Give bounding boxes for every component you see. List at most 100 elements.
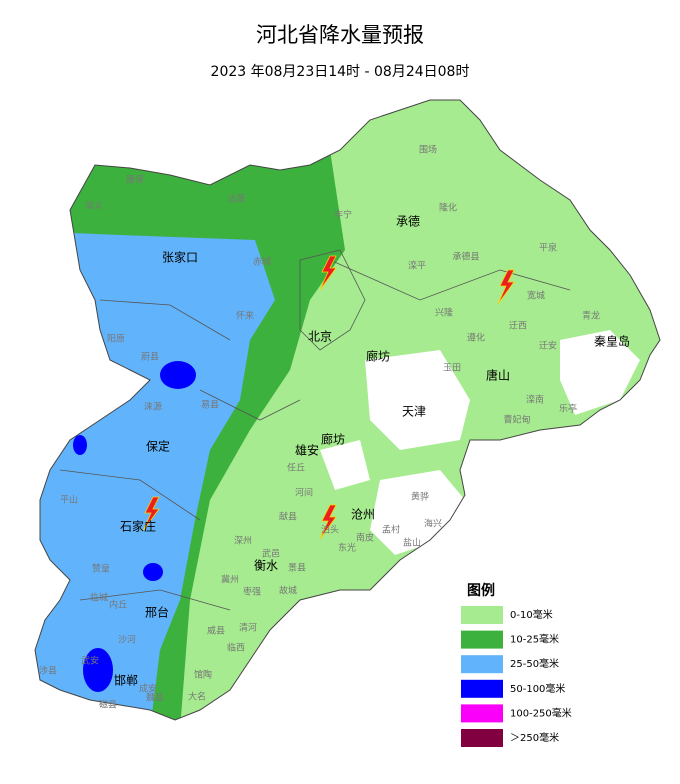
county-label: 东光 [338,542,356,554]
county-label: 冀州 [221,574,239,586]
county-label: 滦平 [408,260,426,272]
county-label: 涞源 [144,402,162,413]
county-label: 故城 [279,585,297,597]
county-label: 承德县 [452,251,479,263]
zone-dark-blue [73,435,87,455]
county-label: 枣强 [243,587,261,598]
county-label: 赤城 [253,257,271,268]
city-label: 廊坊 [321,432,345,447]
county-label: 蔚县 [141,351,159,363]
legend: 图例 0-10毫米 10-25毫米 25-50毫米 50-100毫米 100-250毫米… [461,582,572,747]
legend-label: 10-25毫米 [510,633,559,646]
zone-dark-blue [143,563,163,581]
county-label: 丰宁 [334,209,352,221]
county-label: 乐亭 [559,403,577,415]
no-rain-area [320,330,640,555]
county-label: 任丘 [287,462,305,474]
county-label: 平山 [60,495,78,506]
city-label: 保定 [146,439,170,454]
county-label: 迁安 [539,340,557,352]
city-label: 雄安 [295,443,319,458]
lightning [497,269,515,305]
city-label: 秦皇岛 [594,334,630,349]
county-label: 康保 [126,174,144,186]
legend-label: 25-50毫米 [510,657,559,670]
county-label: 魏县 [146,692,164,704]
county-label: 兴隆 [435,307,453,319]
county-label: 赞皇 [92,563,110,575]
county-label: 南皮 [356,532,374,544]
county-label: 河间 [295,487,313,499]
county-label: 馆陶 [194,669,212,681]
legend-title: 图例 [467,582,495,599]
county-label: 沙河 [118,634,136,646]
legend-swatch [461,655,503,674]
county-label: 黄骅 [411,491,429,503]
county-label: 怀来 [236,310,254,322]
city-label: 承德 [396,214,420,229]
city-label: 衡水 [254,559,278,573]
county-label: 尚义 [85,200,103,212]
city-label: 邢台 [145,605,169,620]
lightning-icons [142,255,515,540]
county-label: 深州 [234,536,252,547]
county-label: 献县 [279,511,297,523]
county-label: 临城 [90,592,108,604]
city-label: 张家口 [162,250,198,265]
county-label: 青龙 [582,310,600,322]
county-label: 盐山 [403,537,421,549]
county-label: 围场 [419,145,437,156]
boundary-lines [59,249,571,611]
city-label: 沧州 [351,507,375,522]
county-label: 临西 [227,642,245,654]
county-label: 内丘 [109,599,127,611]
title: 河北省降水量预报 [256,23,424,47]
zone-dark-blue [83,648,113,692]
subtitle: 2023 年08月23日14时 - 08月24日08时 [211,64,470,80]
county-label: 清河 [239,622,257,634]
city-label: 唐山 [486,368,510,383]
county-label: 磁县 [99,699,117,711]
county-label: 迁西 [509,321,527,332]
lightning [319,504,337,540]
lightning [142,496,160,532]
city-label: 廊坊 [366,349,390,364]
legend-swatch [461,630,503,649]
legend-swatch [461,729,503,747]
county-label: 威县 [207,625,225,637]
county-label: 涉县 [39,665,57,677]
legend-swatch [461,704,503,723]
county-label: 武安 [81,655,99,667]
city-label: 北京 [308,330,332,344]
county-label: 平泉 [539,242,557,254]
legend-swatch [461,606,503,624]
legend-label: ＞250毫米 [510,731,559,744]
county-label: 大名 [188,691,206,703]
county-label: 沽源 [227,193,245,205]
zone-dark-blue [160,361,196,389]
county-label: 孟村 [382,524,400,536]
county-label: 武邑 [262,548,280,560]
county-label: 隆化 [439,202,457,214]
legend-label: 0-10毫米 [510,608,553,621]
city-label: 天津 [402,405,426,419]
lightning [319,255,337,291]
legend-label: 50-100毫米 [510,682,565,695]
map-regions [35,100,660,720]
county-label: 阳原 [107,334,125,345]
county-label: 滦南 [526,394,544,406]
county-label: 成安 [139,683,157,695]
county-label: 宽城 [527,290,545,302]
county-label: 玉田 [443,363,461,374]
county-label: 泊头 [321,525,339,536]
county-label: 海兴 [424,518,442,530]
county-label: 曹妃甸 [503,414,530,426]
city-label: 邯郸 [114,673,138,688]
county-label: 易县 [201,400,219,411]
legend-label: 100-250毫米 [510,706,572,719]
county-label: 遵化 [467,332,485,344]
legend-swatch [461,679,503,698]
city-label: 石家庄 [120,519,156,534]
